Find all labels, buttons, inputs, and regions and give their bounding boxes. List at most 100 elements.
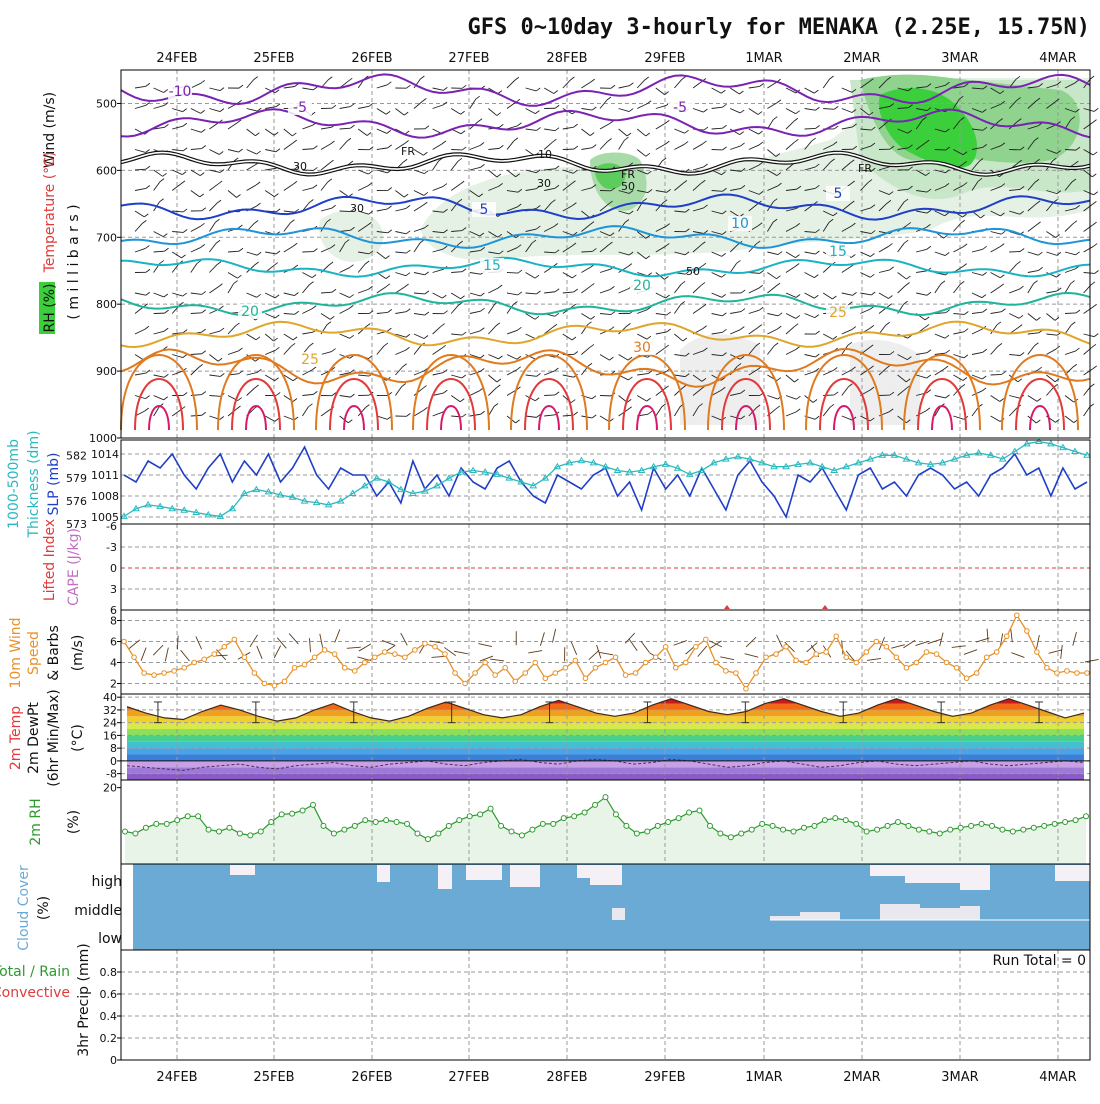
date-label: 24FEB [156, 1070, 197, 1085]
rh-point [467, 814, 472, 819]
rh-point [916, 827, 921, 832]
rh-point [791, 829, 796, 834]
wind10-point [944, 660, 949, 665]
wind10-point [1055, 671, 1060, 676]
precip-label-2: Convective [0, 985, 70, 1001]
cloud-high-block [577, 865, 590, 878]
rh-point [446, 823, 451, 828]
cape-label: CAPE (J/kg) [66, 528, 82, 606]
rh-point [655, 823, 660, 828]
wind10-point [473, 671, 478, 676]
rh-point [394, 820, 399, 825]
wind10-point [934, 652, 939, 657]
rh-point [582, 810, 587, 815]
rh2m-label: 2m RH [28, 798, 44, 845]
wind10-point [573, 658, 578, 663]
rh-point [342, 827, 347, 832]
thickness-label-2: 1000-500mb [6, 439, 22, 529]
wind10-point [593, 665, 598, 670]
wind10-point [924, 650, 929, 655]
slp-tick: 1011 [91, 469, 119, 482]
tick-label: 900 [96, 365, 117, 378]
tick-label: 8 [110, 615, 117, 628]
lifted-index-tick: -3 [106, 541, 117, 554]
date-label: 27FEB [448, 51, 489, 66]
date-label: 27FEB [448, 1070, 489, 1085]
wind10-point [212, 652, 217, 657]
cloud-high-block [377, 865, 390, 882]
wind10-point [222, 644, 227, 649]
rh-point [958, 825, 963, 830]
rh-point [540, 821, 545, 826]
wind10-point [1014, 613, 1019, 618]
wind10-point [954, 665, 959, 670]
wind10-point [202, 657, 207, 662]
tick-label: 0.8 [100, 966, 118, 979]
rh-label: 30 [293, 160, 307, 173]
wind10-point [603, 660, 608, 665]
rh-point [822, 818, 827, 823]
date-label: 3MAR [941, 51, 978, 66]
wind10-point [463, 681, 468, 686]
rh-point [561, 816, 566, 821]
date-label: 26FEB [351, 1070, 392, 1085]
wind10-point [1045, 665, 1050, 670]
wind10-point [884, 644, 889, 649]
rh-point [509, 829, 514, 834]
rh-point [864, 829, 869, 834]
date-label: 25FEB [253, 1070, 294, 1085]
rh-point [436, 831, 441, 836]
wind10-point [673, 665, 678, 670]
rh-point [1063, 820, 1068, 825]
wind-barb [544, 395, 555, 396]
wind10-point [152, 673, 157, 678]
rh-point [969, 823, 974, 828]
tick-label: 800 [96, 298, 117, 311]
rh-point [279, 812, 284, 817]
rh-point [979, 821, 984, 826]
cloud-high-block [870, 865, 905, 876]
upper-mb-label: ( m i l l i b a r s ) [66, 204, 82, 319]
wind10-point [503, 665, 508, 670]
rh-point [572, 814, 577, 819]
rh-point [593, 802, 598, 807]
rh-point [196, 814, 201, 819]
wind10-point [764, 655, 769, 660]
cloud-cover-panel [121, 864, 1090, 950]
tick-label: 600 [96, 164, 117, 177]
rh-point [206, 827, 211, 832]
rh-point [164, 821, 169, 826]
chart-title: GFS 0~10day 3-hourly for MENAKA (2.25E, … [467, 15, 1090, 40]
cloud-middle-block [960, 906, 980, 920]
date-label: 26FEB [351, 51, 392, 66]
wind10-point [342, 665, 347, 670]
rh-point [1042, 823, 1047, 828]
rh-label: 30 [350, 202, 364, 215]
tick-label: 0.2 [100, 1032, 118, 1045]
rh-label: 50 [621, 180, 635, 193]
rh-point [989, 823, 994, 828]
rh-point [885, 823, 890, 828]
rh-point [237, 831, 242, 836]
rh-point [363, 818, 368, 823]
wind10-point [794, 658, 799, 663]
rh-point [1052, 821, 1057, 826]
isotherm-label: 25 [301, 352, 319, 368]
wind10-point [804, 660, 809, 665]
wind10-point [262, 681, 267, 686]
cloud-middle-block [880, 904, 920, 920]
rh-point [1031, 825, 1036, 830]
lifted-index-tick: 3 [110, 583, 117, 596]
cloud-high-block [230, 865, 255, 875]
rh-point [352, 823, 357, 828]
wind10-point [814, 652, 819, 657]
rh-point [781, 827, 786, 832]
cloud-row-middle: middle [74, 903, 122, 919]
wind10-point [824, 650, 829, 655]
rh-point [405, 821, 410, 826]
rh-point [1010, 829, 1015, 834]
tick-label: 0.4 [100, 1010, 118, 1023]
wind10-point [362, 660, 367, 665]
isotherm-label: 15 [829, 244, 847, 260]
